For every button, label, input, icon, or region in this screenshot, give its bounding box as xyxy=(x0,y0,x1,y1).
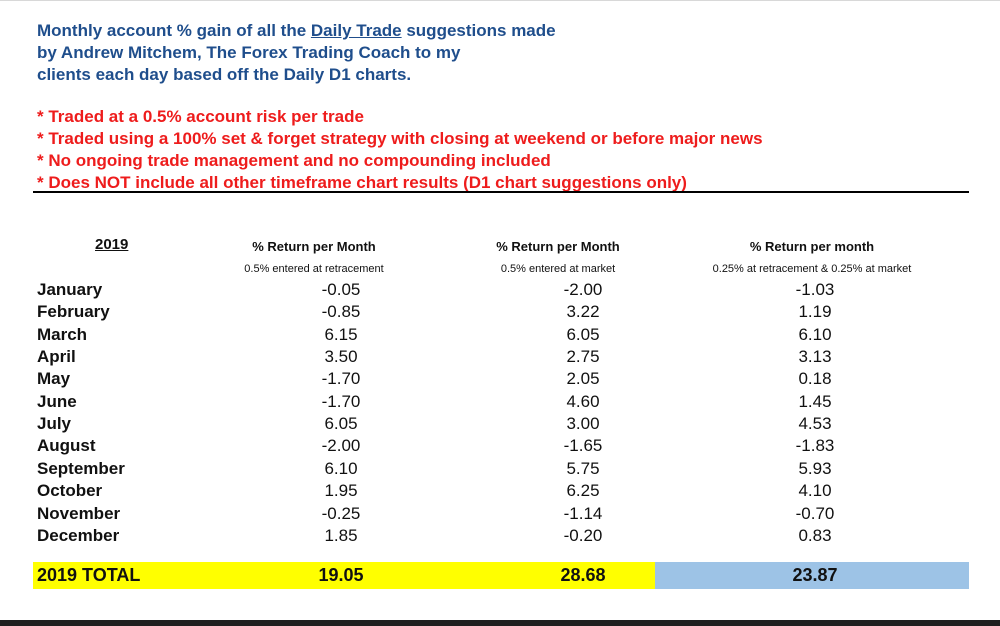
value-market-cell: 3.22 xyxy=(566,302,600,322)
month-cell: May xyxy=(37,369,71,389)
value-retracement-cell: -2.00 xyxy=(321,436,361,456)
value-split-cell: 4.10 xyxy=(798,481,832,501)
note-item: * No ongoing trade management and no com… xyxy=(37,151,551,170)
table-row: November -0.25 -1.14 -0.70 xyxy=(37,504,969,526)
value-split-cell: 4.53 xyxy=(798,414,832,434)
top-border xyxy=(0,0,1000,1)
total-value-market: 28.68 xyxy=(560,565,606,585)
month-cell: June xyxy=(37,391,77,411)
column-subheader-market: 0.5% entered at market xyxy=(500,263,616,275)
month-cell: March xyxy=(37,324,88,344)
value-retracement-cell: 3.50 xyxy=(324,347,358,367)
value-retracement-cell: 1.85 xyxy=(324,525,358,545)
value-retracement-cell: -1.70 xyxy=(321,391,361,411)
note-item: * Traded using a 100% set & forget strat… xyxy=(37,129,763,148)
column-header-market: % Return per Month xyxy=(496,239,620,254)
table-row: February -0.85 3.22 1.19 xyxy=(37,302,969,324)
table-row: January -0.05 -2.00 -1.03 xyxy=(37,280,969,302)
intro-text: Monthly account % gain of all the Daily … xyxy=(37,20,556,86)
bottom-border xyxy=(0,620,1000,626)
value-market-cell: 3.00 xyxy=(566,414,600,434)
intro-line-3: clients each day based off the Daily D1 … xyxy=(37,65,412,84)
month-cell: August xyxy=(37,436,96,456)
value-market-cell: -2.00 xyxy=(563,280,603,299)
value-split-cell: 1.19 xyxy=(798,302,832,322)
column-header-split: % Return per month xyxy=(749,239,875,254)
intro-line-1-end: suggestions made xyxy=(401,21,556,40)
value-retracement-cell: 6.10 xyxy=(324,458,358,478)
value-retracement-cell: -0.85 xyxy=(321,302,361,322)
total-highlight-yellow xyxy=(33,562,655,589)
table-row: April 3.50 2.75 3.13 xyxy=(37,347,969,369)
value-split-cell: 5.93 xyxy=(798,458,832,478)
month-cell: December xyxy=(37,525,120,545)
table-row: March 6.15 6.05 6.10 xyxy=(37,325,969,347)
month-cell: April xyxy=(37,347,76,367)
total-label: 2019 TOTAL xyxy=(37,565,141,585)
intro-line-2: by Andrew Mitchem, The Forex Trading Coa… xyxy=(37,43,461,62)
column-subheader-retracement: 0.5% entered at retracement xyxy=(244,263,384,275)
notes-list: * Traded at a 0.5% account risk per trad… xyxy=(37,106,763,194)
value-retracement-cell: -0.05 xyxy=(321,280,361,299)
total-highlight-blue xyxy=(655,562,969,589)
value-market-cell: 5.75 xyxy=(566,458,600,478)
table-row: August -2.00 -1.65 -1.83 xyxy=(37,436,969,458)
value-split-cell: 0.83 xyxy=(798,525,832,545)
year-heading: 2019 xyxy=(95,236,129,253)
value-retracement-cell: 1.95 xyxy=(324,481,358,501)
table-row: October 1.95 6.25 4.10 xyxy=(37,481,969,503)
table-row: July 6.05 3.00 4.53 xyxy=(37,414,969,436)
month-cell: July xyxy=(37,414,72,434)
note-item: * Traded at a 0.5% account risk per trad… xyxy=(37,107,364,126)
value-retracement-cell: -1.70 xyxy=(321,369,361,389)
value-market-cell: -1.14 xyxy=(563,503,603,523)
daily-trade-link[interactable]: Daily Trade xyxy=(310,21,402,40)
intro-line-1: Monthly account % gain of all the Daily … xyxy=(37,20,556,42)
value-market-cell: 2.05 xyxy=(566,369,600,389)
intro-line-1-start: Monthly account % gain of all the xyxy=(37,21,311,40)
month-cell: January xyxy=(37,280,103,299)
value-market-cell: 6.25 xyxy=(566,481,600,501)
value-split-cell: -0.70 xyxy=(795,503,835,523)
value-market-cell: -1.65 xyxy=(563,436,603,456)
value-market-cell: 4.60 xyxy=(566,391,600,411)
value-split-cell: 3.13 xyxy=(798,347,832,367)
value-retracement-cell: 6.05 xyxy=(324,414,358,434)
total-value-split: 23.87 xyxy=(792,565,838,585)
total-value-retracement: 19.05 xyxy=(318,565,364,585)
value-retracement-cell: 6.15 xyxy=(324,324,358,344)
value-retracement-cell: -0.25 xyxy=(321,503,361,523)
month-cell: September xyxy=(37,458,125,478)
value-split-cell: 0.18 xyxy=(798,369,832,389)
total-row: 2019 TOTAL 19.05 28.68 23.87 xyxy=(33,562,969,589)
table-row: May -1.70 2.05 0.18 xyxy=(37,369,969,391)
value-market-cell: 2.75 xyxy=(566,347,600,367)
value-split-cell: 6.10 xyxy=(798,324,832,344)
month-cell: November xyxy=(37,503,121,523)
table-row: June -1.70 4.60 1.45 xyxy=(37,392,969,414)
value-market-cell: -0.20 xyxy=(563,525,603,545)
value-split-cell: -1.83 xyxy=(795,436,835,456)
table-row: September 6.10 5.75 5.93 xyxy=(37,459,969,481)
table-row: December 1.85 -0.20 0.83 xyxy=(37,526,969,548)
column-subheader-split: 0.25% at retracement & 0.25% at market xyxy=(712,263,912,275)
note-item: * Does NOT include all other timeframe c… xyxy=(37,173,687,192)
divider-line xyxy=(33,191,969,193)
value-split-cell: 1.45 xyxy=(798,391,832,411)
value-market-cell: 6.05 xyxy=(566,324,600,344)
month-cell: October xyxy=(37,481,103,501)
month-cell: February xyxy=(37,302,110,322)
value-split-cell: -1.03 xyxy=(795,280,835,299)
column-header-retracement: % Return per Month xyxy=(252,239,376,254)
